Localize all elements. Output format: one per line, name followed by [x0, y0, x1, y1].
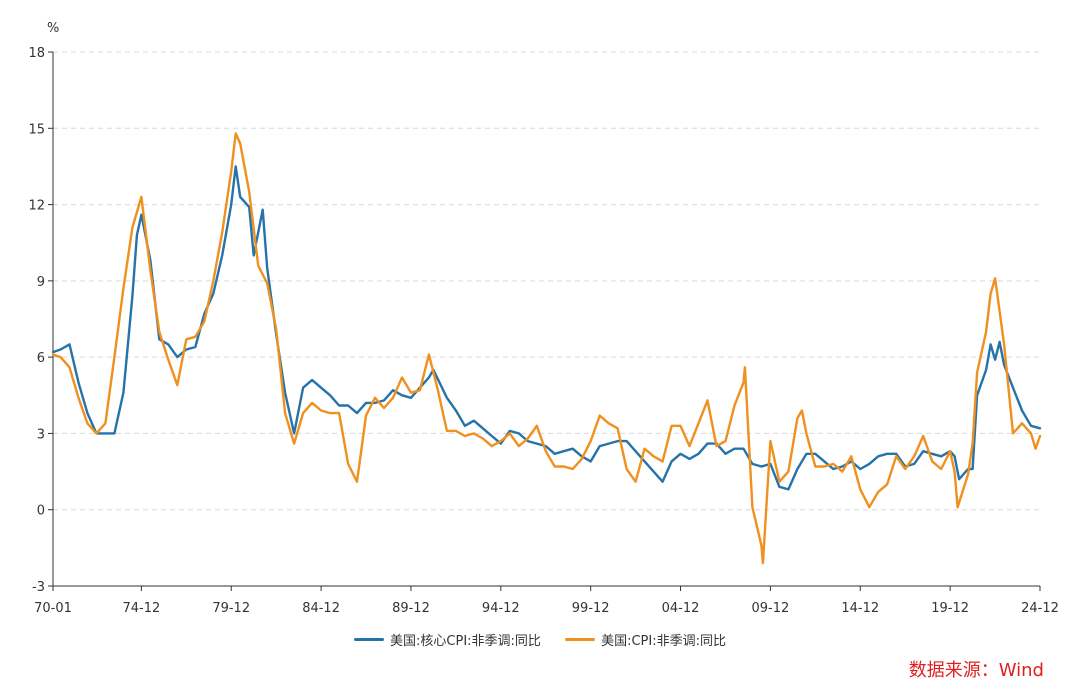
y-tick-label-15: 15: [28, 122, 45, 137]
x-tick-label-99-12: 99-12: [572, 601, 610, 616]
x-tick-label-09-12: 09-12: [752, 601, 790, 616]
legend-label-core-cpi: 美国:核心CPI:非季调:同比: [390, 634, 541, 649]
data-source-label: 数据来源：Wind: [908, 660, 1044, 681]
y-tick-label-9: 9: [37, 275, 45, 290]
axes: -3 0 3 6 9 12 15 18 70-01 74-12 79-12 84-12 89-12 94-…: [28, 46, 1058, 616]
x-tick-label-19-12: 19-12: [931, 601, 969, 616]
legend-swatch-core-cpi: [354, 638, 385, 641]
legend: 美国:核心CPI:非季调:同比 美国:CPI:非季调:同比: [0, 630, 1080, 649]
legend-item-cpi[interactable]: 美国:CPI:非季调:同比: [565, 630, 726, 649]
x-tick-label-94-12: 94-12: [482, 601, 520, 616]
y-tick-label-12: 12: [28, 199, 45, 214]
legend-swatch-cpi: [565, 638, 596, 641]
y-tick-label-6: 6: [37, 351, 45, 366]
x-tick-label-84-12: 84-12: [302, 601, 340, 616]
y-axis-label: %: [47, 21, 59, 36]
series-lines: [51, 132, 1042, 565]
x-tick-label-70-01: 70-01: [34, 601, 72, 616]
y-tick-label-18: 18: [28, 46, 45, 61]
legend-item-core-cpi[interactable]: 美国:核心CPI:非季调:同比: [354, 630, 541, 649]
y-tick-label-3: 3: [37, 427, 45, 442]
y-tick-label--3: -3: [32, 580, 45, 595]
x-tick-label-79-12: 79-12: [212, 601, 250, 616]
x-tick-label-24-12: 24-12: [1021, 601, 1059, 616]
legend-label-cpi: 美国:CPI:非季调:同比: [601, 634, 726, 649]
x-tick-label-14-12: 14-12: [841, 601, 879, 616]
series-line-cpi: [51, 132, 1042, 565]
x-tick-label-74-12: 74-12: [122, 601, 160, 616]
y-tick-label-0: 0: [37, 504, 45, 519]
line-chart: -3 0 3 6 9 12 15 18 70-01 74-12 79-12 84-12 89-12 94-…: [28, 21, 1058, 616]
x-tick-label-04-12: 04-12: [662, 601, 700, 616]
grid-lines: [53, 51, 1040, 511]
series-line-core-cpi: [51, 165, 1042, 491]
x-tick-label-89-12: 89-12: [392, 601, 430, 616]
